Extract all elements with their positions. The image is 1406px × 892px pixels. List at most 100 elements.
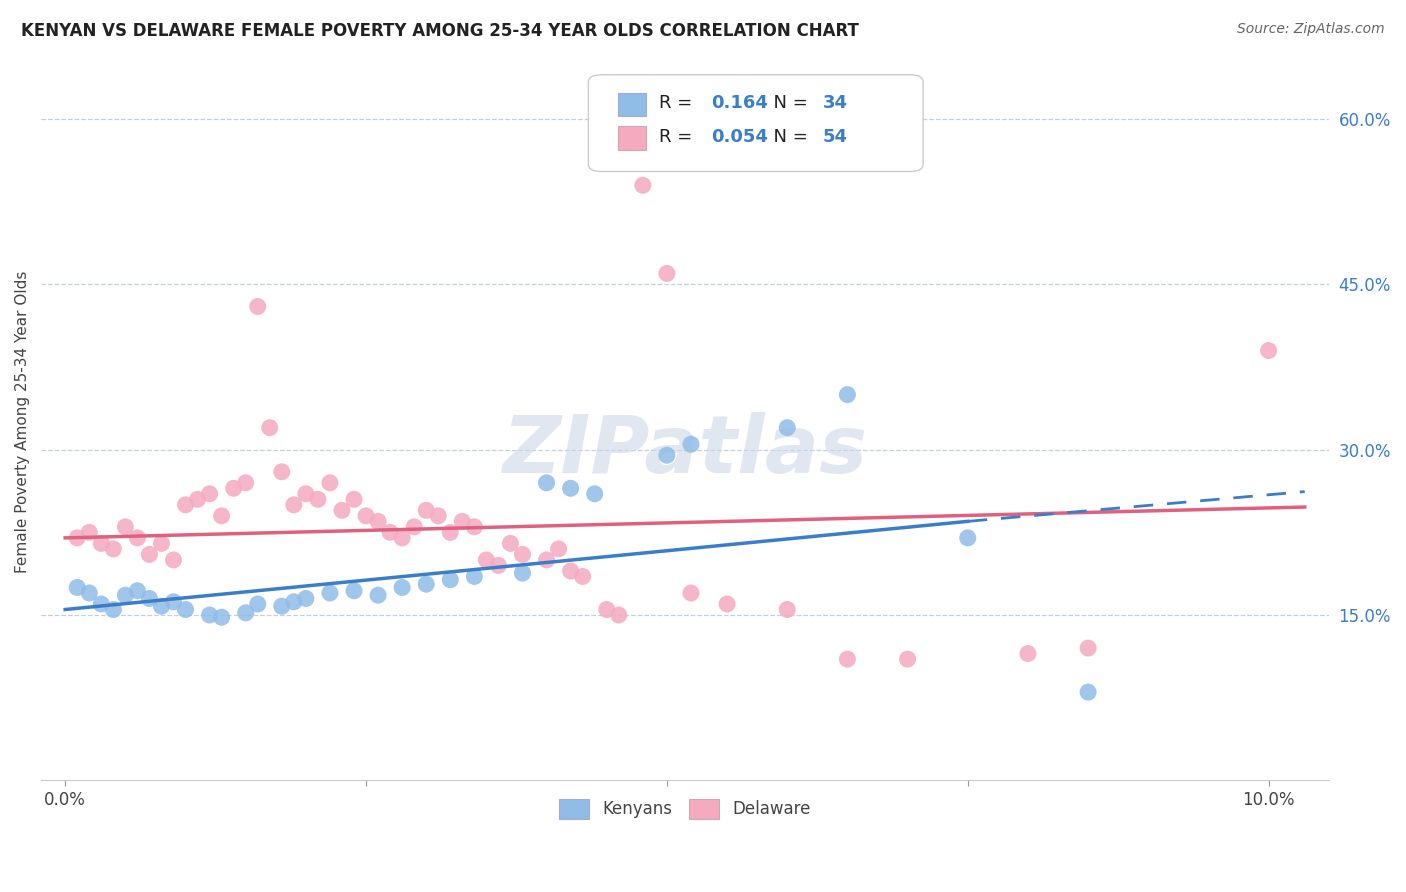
Text: 34: 34 xyxy=(823,95,848,112)
Point xyxy=(415,503,437,517)
Point xyxy=(90,597,112,611)
Point xyxy=(138,591,160,606)
Point xyxy=(583,487,606,501)
Point xyxy=(343,492,366,507)
Point xyxy=(138,548,160,562)
Point xyxy=(174,602,197,616)
Point xyxy=(463,520,485,534)
Point xyxy=(367,514,389,528)
Point xyxy=(391,581,413,595)
FancyBboxPatch shape xyxy=(619,93,647,116)
Point xyxy=(198,487,221,501)
Point xyxy=(679,437,702,451)
Text: KENYAN VS DELAWARE FEMALE POVERTY AMONG 25-34 YEAR OLDS CORRELATION CHART: KENYAN VS DELAWARE FEMALE POVERTY AMONG … xyxy=(21,22,859,40)
Point xyxy=(77,525,100,540)
Point xyxy=(1017,647,1039,661)
Point xyxy=(90,536,112,550)
Point xyxy=(451,514,474,528)
Text: N =: N = xyxy=(762,128,814,146)
Point xyxy=(319,586,342,600)
Point xyxy=(174,498,197,512)
Point xyxy=(512,548,534,562)
Text: R =: R = xyxy=(659,128,699,146)
Point xyxy=(716,597,738,611)
Point xyxy=(679,586,702,600)
Point xyxy=(211,508,233,523)
Point xyxy=(1257,343,1279,358)
Y-axis label: Female Poverty Among 25-34 Year Olds: Female Poverty Among 25-34 Year Olds xyxy=(15,271,30,574)
Text: 0.054: 0.054 xyxy=(710,128,768,146)
Point xyxy=(103,602,125,616)
Point xyxy=(246,597,269,611)
Point xyxy=(655,448,678,462)
Point xyxy=(211,610,233,624)
Point xyxy=(571,569,593,583)
Point xyxy=(367,588,389,602)
Point xyxy=(776,420,799,434)
Point xyxy=(776,602,799,616)
Point xyxy=(103,541,125,556)
Point xyxy=(187,492,209,507)
Point xyxy=(439,573,461,587)
Point xyxy=(486,558,509,573)
Point xyxy=(283,498,305,512)
Text: 0.164: 0.164 xyxy=(710,95,768,112)
Point xyxy=(330,503,353,517)
Legend: Kenyans, Delaware: Kenyans, Delaware xyxy=(553,792,817,826)
Point xyxy=(222,481,245,495)
Point xyxy=(499,536,522,550)
Point xyxy=(837,652,859,666)
Point xyxy=(956,531,979,545)
Point xyxy=(66,581,89,595)
Point xyxy=(235,475,257,490)
Point xyxy=(127,531,149,545)
Point xyxy=(897,652,920,666)
Point xyxy=(1077,641,1099,656)
Point xyxy=(295,487,318,501)
Point xyxy=(150,536,173,550)
Point xyxy=(560,564,582,578)
FancyBboxPatch shape xyxy=(619,127,647,150)
Text: ZIPatlas: ZIPatlas xyxy=(502,412,868,490)
Point xyxy=(270,465,292,479)
Point xyxy=(560,481,582,495)
Point xyxy=(162,595,184,609)
Point xyxy=(536,553,558,567)
Text: N =: N = xyxy=(762,95,814,112)
Point xyxy=(354,508,377,523)
Point xyxy=(1077,685,1099,699)
Point xyxy=(596,602,619,616)
Point xyxy=(427,508,450,523)
Point xyxy=(235,606,257,620)
Point xyxy=(77,586,100,600)
Point xyxy=(319,475,342,490)
Point xyxy=(114,588,136,602)
Text: Source: ZipAtlas.com: Source: ZipAtlas.com xyxy=(1237,22,1385,37)
Point xyxy=(378,525,401,540)
Point xyxy=(391,531,413,545)
Point xyxy=(655,267,678,281)
Point xyxy=(259,420,281,434)
Point xyxy=(463,569,485,583)
Point xyxy=(150,599,173,614)
Point xyxy=(415,577,437,591)
Point xyxy=(547,541,569,556)
Point xyxy=(283,595,305,609)
Point xyxy=(127,583,149,598)
Point xyxy=(631,178,654,193)
Point xyxy=(307,492,329,507)
Point xyxy=(162,553,184,567)
Point xyxy=(66,531,89,545)
Point xyxy=(536,475,558,490)
Point xyxy=(439,525,461,540)
Point xyxy=(512,566,534,581)
Point xyxy=(404,520,426,534)
Point xyxy=(475,553,498,567)
Point xyxy=(114,520,136,534)
Point xyxy=(246,300,269,314)
Point xyxy=(270,599,292,614)
FancyBboxPatch shape xyxy=(588,75,924,171)
Point xyxy=(198,607,221,622)
Text: 54: 54 xyxy=(823,128,848,146)
Point xyxy=(295,591,318,606)
